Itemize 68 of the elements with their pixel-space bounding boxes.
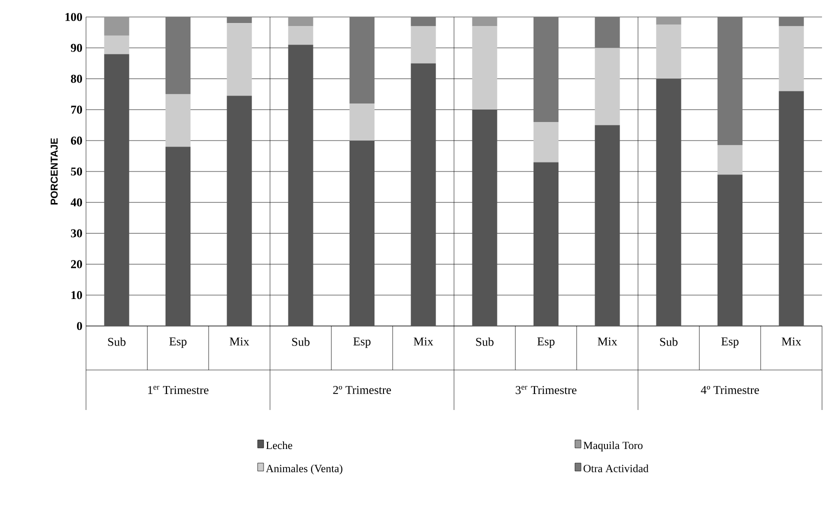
x-tick-label: Sub (292, 338, 310, 346)
bar (350, 16, 375, 104)
bar (288, 16, 314, 26)
x-tick-label: Esp (169, 338, 187, 348)
text: 1$^{er}$ Trimestre (148, 386, 208, 394)
text: 3$^{er}$ Trimestre (516, 386, 576, 394)
x-tick-label: Esp (353, 338, 371, 348)
bar (472, 26, 498, 110)
x-tick-label: Esp (537, 338, 555, 348)
bar (718, 145, 743, 175)
x-tick-label: Mix (782, 338, 802, 346)
y-tick-label: 0 (76, 322, 82, 330)
bar (718, 16, 743, 146)
x-tick-label: Sub (476, 338, 494, 346)
y-tick-label: 40 (70, 198, 82, 206)
bar (288, 26, 314, 45)
legend-label: Otra Actividad (584, 464, 648, 472)
bar (594, 16, 620, 48)
y-tick-label: 80 (70, 74, 82, 83)
bar (226, 96, 252, 326)
bar (718, 174, 743, 326)
bar (166, 16, 191, 94)
legend-label: Animales (Venta) (266, 464, 342, 474)
bar (104, 54, 130, 326)
bar (656, 16, 682, 25)
y-tick-label: 100 (66, 12, 82, 22)
bar (594, 125, 620, 326)
bar (166, 146, 191, 326)
x-tick-label: Mix (230, 338, 250, 346)
bar (534, 122, 559, 162)
bar (656, 24, 682, 79)
bar (594, 48, 620, 126)
bar (288, 44, 314, 326)
x-tick-label: Esp (721, 338, 739, 348)
bar (472, 16, 498, 26)
text: 2º Trimestre (333, 386, 391, 394)
bar (534, 16, 559, 122)
bar (166, 94, 191, 147)
bar (472, 110, 498, 326)
bar (534, 162, 559, 326)
bar (104, 36, 130, 54)
bar (778, 26, 804, 92)
bar (226, 16, 252, 24)
bar (226, 23, 252, 96)
x-tick-label: Mix (414, 338, 434, 346)
bar (410, 26, 436, 64)
x-tick-label: Sub (108, 338, 126, 346)
y-tick-label: 20 (71, 260, 82, 268)
bar (350, 104, 375, 141)
y-axis-title: PORCENTAJE (50, 138, 58, 204)
bar (410, 63, 436, 326)
bar (778, 16, 804, 26)
legend-label: Leche (266, 441, 292, 450)
bar (656, 78, 682, 326)
bar (350, 140, 375, 326)
y-tick-label: 10 (71, 291, 82, 300)
x-tick-label: Sub (660, 338, 678, 346)
y-tick-label: 60 (70, 136, 82, 145)
bar (410, 16, 436, 26)
y-tick-label: 50 (71, 167, 82, 176)
x-tick-label: Mix (598, 338, 618, 346)
y-tick-label: 30 (70, 229, 82, 238)
y-tick-label: 70 (71, 106, 82, 114)
legend-label: Maquila Toro (583, 441, 643, 452)
bar (104, 16, 130, 36)
y-tick-label: 90 (70, 44, 82, 52)
text: 4º Trimestre (700, 386, 759, 394)
bar (778, 91, 804, 326)
